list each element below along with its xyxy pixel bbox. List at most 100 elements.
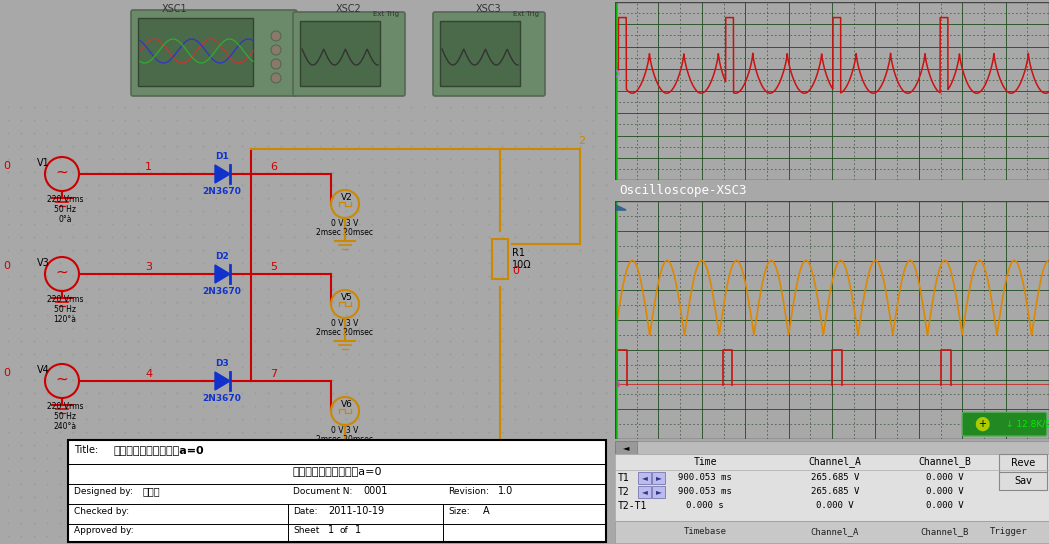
Text: 三相半波可控整流电路a=0: 三相半波可控整流电路a=0 — [113, 445, 204, 455]
Text: V1: V1 — [37, 158, 49, 168]
Text: Checked by:: Checked by: — [74, 507, 129, 516]
Polygon shape — [617, 206, 626, 210]
Circle shape — [271, 73, 281, 83]
Text: V2: V2 — [341, 193, 352, 202]
Text: ◄: ◄ — [642, 487, 648, 497]
Text: 3: 3 — [145, 262, 152, 272]
Text: 2msec 20msec: 2msec 20msec — [317, 228, 373, 237]
Text: T2-T1: T2-T1 — [618, 501, 647, 511]
Text: ►: ► — [656, 487, 662, 497]
Text: XSC2: XSC2 — [336, 4, 362, 14]
Text: 50 Hz: 50 Hz — [53, 412, 76, 421]
Text: 220 Vrms: 220 Vrms — [47, 295, 83, 304]
Text: D2: D2 — [215, 252, 229, 261]
Text: Sheet: Sheet — [293, 526, 319, 535]
Text: Ext Trig: Ext Trig — [373, 11, 399, 17]
Text: 0.000 V: 0.000 V — [926, 473, 964, 483]
Circle shape — [271, 45, 281, 55]
Text: ↓ 12.8K/S: ↓ 12.8K/S — [1006, 419, 1049, 429]
Text: 2N3670: 2N3670 — [202, 287, 241, 296]
Text: 120°à: 120°à — [53, 315, 77, 324]
Text: 900.053 ms: 900.053 ms — [678, 487, 732, 497]
Text: ⬤: ⬤ — [973, 417, 989, 431]
FancyBboxPatch shape — [293, 12, 405, 96]
Text: 265.685 V: 265.685 V — [811, 487, 859, 497]
Text: 220 Vrms: 220 Vrms — [47, 402, 83, 411]
FancyBboxPatch shape — [962, 412, 1047, 436]
Text: 刘金旭: 刘金旭 — [143, 486, 160, 496]
Text: ◄: ◄ — [623, 443, 629, 452]
Text: R1: R1 — [512, 248, 524, 258]
Text: ►: ► — [656, 473, 662, 483]
Text: V3: V3 — [37, 258, 49, 268]
Text: 0.000 s: 0.000 s — [686, 502, 724, 510]
Text: Channel_B: Channel_B — [921, 528, 969, 536]
Text: ◄: ◄ — [642, 473, 648, 483]
Bar — [638, 472, 651, 484]
Text: of: of — [340, 526, 348, 535]
Text: 2N3670: 2N3670 — [202, 187, 241, 196]
Bar — [615, 441, 1049, 454]
Text: V5: V5 — [341, 293, 352, 302]
Text: 0 V 3 V: 0 V 3 V — [331, 319, 359, 328]
Text: 6: 6 — [270, 162, 277, 172]
Polygon shape — [215, 372, 230, 390]
Text: Channel_A: Channel_A — [809, 456, 861, 467]
Text: 1: 1 — [145, 162, 152, 172]
Text: 5: 5 — [270, 262, 277, 272]
Text: D3: D3 — [215, 359, 229, 368]
Text: A: A — [483, 506, 490, 516]
Text: 1: 1 — [355, 525, 361, 535]
Bar — [638, 486, 651, 498]
Text: Date:: Date: — [293, 507, 318, 516]
Text: T2: T2 — [618, 487, 629, 497]
Text: V6: V6 — [341, 400, 352, 409]
Text: 7: 7 — [270, 369, 277, 379]
Text: 0°à: 0°à — [59, 215, 71, 224]
Bar — [652, 486, 665, 498]
Text: 900.053 ms: 900.053 ms — [678, 473, 732, 483]
Text: 1: 1 — [328, 525, 335, 535]
Text: 10Ω: 10Ω — [512, 260, 532, 270]
Text: ~: ~ — [56, 264, 68, 280]
Text: Channel_A: Channel_A — [811, 528, 859, 536]
Text: 50 Hz: 50 Hz — [53, 305, 76, 314]
Text: 240°à: 240°à — [53, 422, 77, 431]
Text: 50 Hz: 50 Hz — [53, 205, 76, 214]
Text: D1: D1 — [215, 152, 229, 161]
Text: 2msec 20msec: 2msec 20msec — [317, 435, 373, 444]
Text: Ext Trig: Ext Trig — [513, 11, 539, 17]
Text: Designed by:: Designed by: — [74, 487, 133, 496]
Bar — [492, 239, 508, 279]
Text: ~: ~ — [56, 372, 68, 386]
Bar — [68, 440, 606, 542]
Text: V4: V4 — [37, 365, 49, 375]
Text: Document N:: Document N: — [293, 487, 352, 496]
Text: XSC1: XSC1 — [163, 4, 188, 14]
Text: Size:: Size: — [448, 507, 470, 516]
Bar — [440, 21, 520, 86]
Text: 0: 0 — [3, 368, 10, 378]
Bar — [615, 441, 637, 454]
Text: +: + — [978, 419, 986, 429]
Text: 4: 4 — [145, 369, 152, 379]
Text: 0001: 0001 — [363, 486, 387, 496]
FancyBboxPatch shape — [433, 12, 545, 96]
Text: 265.685 V: 265.685 V — [811, 473, 859, 483]
Text: Channel_B: Channel_B — [919, 456, 971, 467]
Polygon shape — [215, 265, 230, 283]
Text: 0 V 3 V: 0 V 3 V — [331, 219, 359, 228]
Text: Sav: Sav — [1014, 476, 1032, 486]
Text: 0.000 V: 0.000 V — [816, 502, 854, 510]
Text: 0: 0 — [512, 266, 519, 276]
Text: 三相半波可控整流电路a=0: 三相半波可控整流电路a=0 — [293, 466, 382, 476]
Polygon shape — [215, 165, 230, 183]
Circle shape — [271, 59, 281, 69]
Text: T1: T1 — [618, 473, 629, 483]
Bar — [652, 472, 665, 484]
Text: Revision:: Revision: — [448, 487, 489, 496]
Text: Trigger: Trigger — [990, 528, 1028, 536]
Text: ~: ~ — [56, 164, 68, 180]
Text: 1.0: 1.0 — [498, 486, 513, 496]
Bar — [615, 454, 1049, 521]
